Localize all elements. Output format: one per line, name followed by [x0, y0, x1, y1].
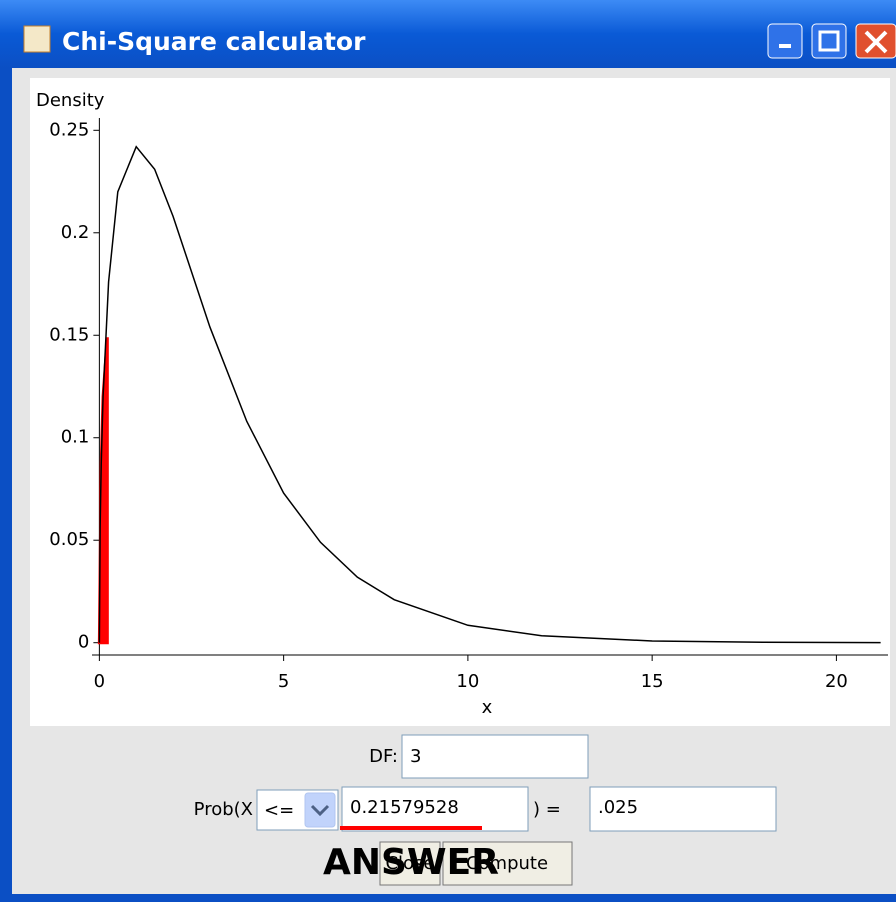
- x-tick-label: 5: [278, 671, 289, 692]
- df-label: DF:: [369, 746, 398, 767]
- compute-button[interactable]: [442, 841, 573, 886]
- close-icon: [864, 30, 888, 54]
- y-tick-label: 0.2: [61, 222, 90, 243]
- y-tick-label: 0.15: [49, 324, 89, 345]
- prob-label: Prob(X: [194, 799, 253, 820]
- y-tick-label: 0: [78, 632, 89, 653]
- prob-input[interactable]: [589, 786, 777, 832]
- equals-label: ) =: [533, 799, 561, 820]
- select-arrow: [310, 804, 330, 817]
- close-button-label: Close: [385, 853, 434, 874]
- x-value: 0.21579528: [350, 797, 459, 818]
- compute-button-label: Compute: [466, 853, 548, 874]
- x-input[interactable]: [341, 786, 529, 832]
- x-tick-label: 0: [94, 671, 105, 692]
- operator-value: <=: [264, 800, 294, 821]
- maximize-icon: [818, 30, 840, 52]
- x-tick-label: 20: [825, 671, 848, 692]
- y-tick-label: 0.25: [49, 119, 89, 140]
- maximize-button[interactable]: [811, 23, 847, 59]
- x-axis-label: x: [482, 697, 493, 718]
- select-arrow-button[interactable]: [304, 792, 336, 828]
- y-tick-label: 0.05: [49, 529, 89, 550]
- x-tick-label: 10: [456, 671, 479, 692]
- y-axis-label: Density: [36, 90, 105, 111]
- y-tick-label: 0.1: [61, 427, 90, 448]
- chart-area: [30, 78, 890, 726]
- title-bar: [0, 0, 896, 68]
- prob-value: .025: [598, 797, 638, 818]
- window-title: Chi-Square calculator: [62, 27, 366, 56]
- app-icon: [23, 25, 51, 53]
- density-curve: [98, 145, 881, 644]
- answer-annotation: ANSWER: [323, 842, 499, 883]
- x-tick-label: 15: [641, 671, 664, 692]
- close-button[interactable]: [379, 841, 441, 886]
- minimize-button[interactable]: [767, 23, 803, 59]
- minimize-icon: [779, 44, 791, 48]
- df-input[interactable]: [401, 734, 589, 779]
- df-value: 3: [410, 746, 421, 767]
